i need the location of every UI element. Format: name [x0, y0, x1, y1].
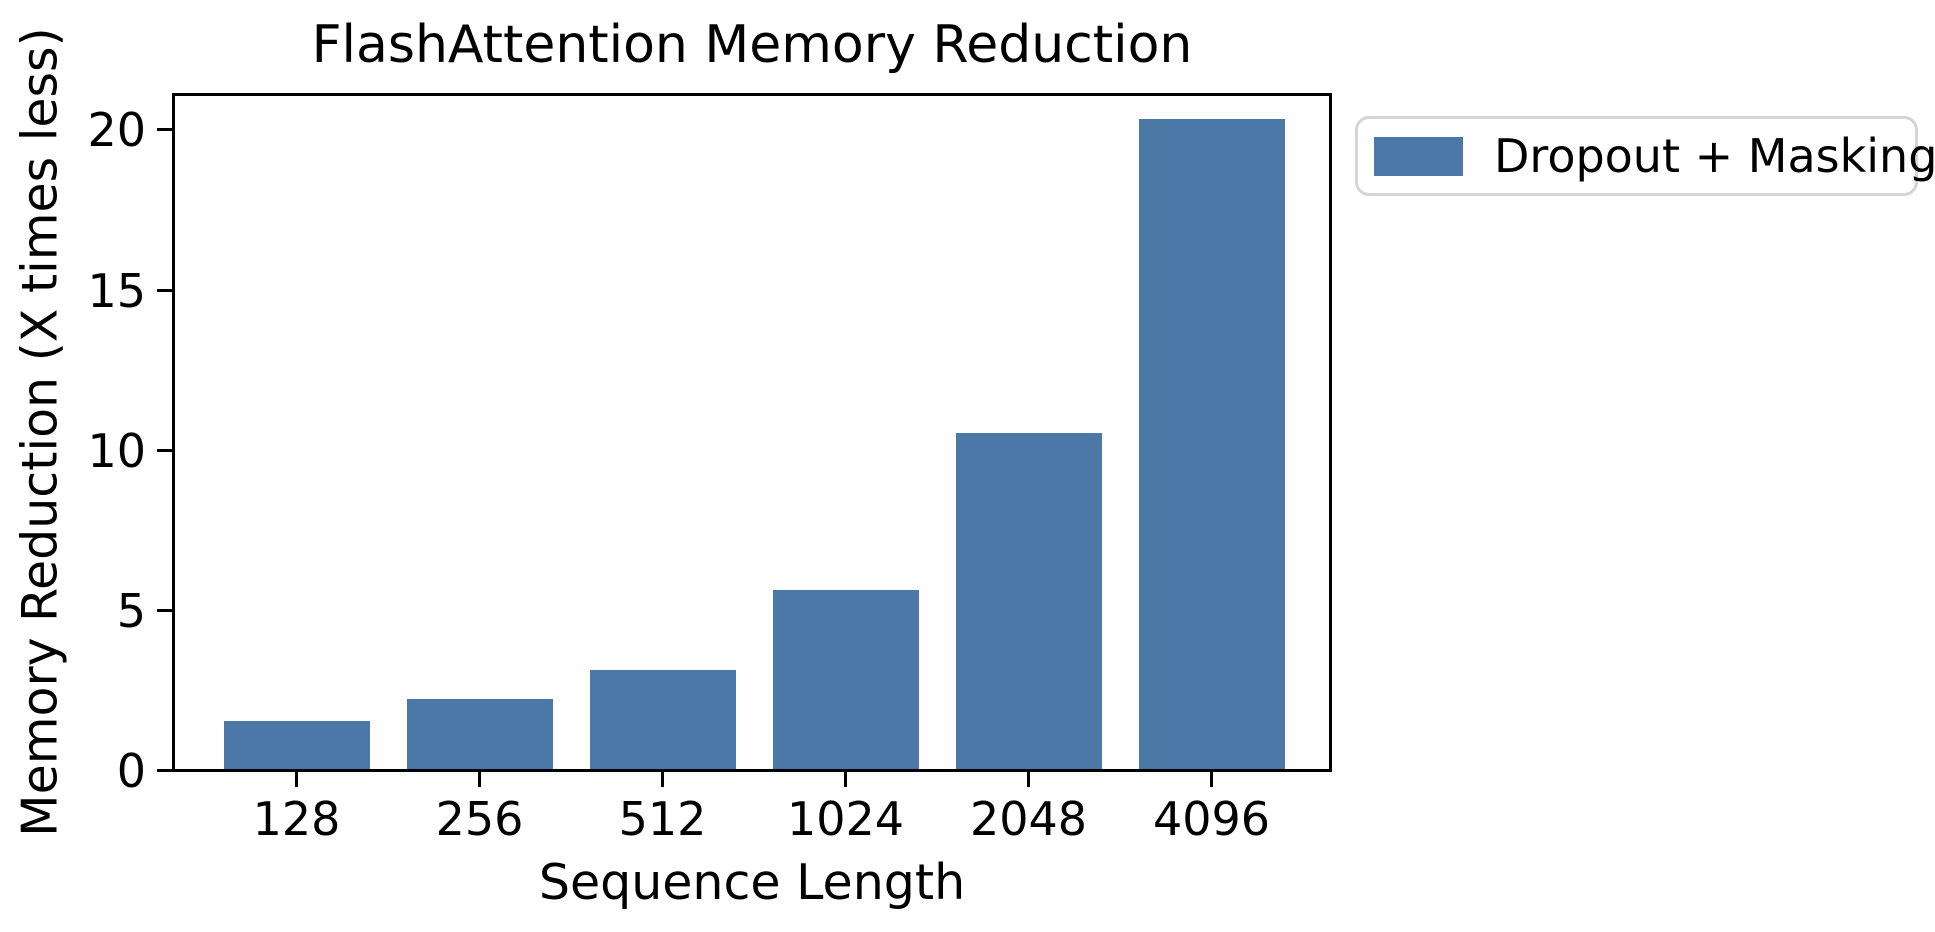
- bar-256: [407, 699, 553, 769]
- x-axis-label: Sequence Length: [538, 854, 966, 911]
- y-tick-10: [157, 449, 172, 452]
- legend-swatch: [1374, 136, 1463, 176]
- bar-4096: [1139, 119, 1285, 769]
- plot-area: [172, 93, 1332, 772]
- x-tick-label-128: 128: [252, 792, 341, 846]
- x-tick-128: [295, 772, 298, 787]
- x-tick-label-4096: 4096: [1152, 792, 1271, 846]
- legend: Dropout + Masking: [1355, 116, 1935, 196]
- bar-512: [590, 670, 736, 769]
- y-tick-20: [157, 128, 172, 131]
- legend-label: Dropout + Masking: [1494, 129, 1935, 183]
- y-tick-label-15: 15: [87, 264, 146, 318]
- x-tick-512: [661, 772, 664, 787]
- y-tick-5: [157, 609, 172, 612]
- x-tick-1024: [844, 772, 847, 787]
- y-tick-0: [157, 769, 172, 772]
- x-tick-4096: [1210, 772, 1213, 787]
- chart-title: FlashAttention Memory Reduction: [311, 15, 1193, 75]
- x-tick-256: [478, 772, 481, 787]
- y-tick-label-0: 0: [116, 744, 146, 798]
- x-tick-label-1024: 1024: [786, 792, 905, 846]
- y-tick-15: [157, 289, 172, 292]
- x-tick-label-256: 256: [435, 792, 524, 846]
- x-tick-2048: [1027, 772, 1030, 787]
- x-tick-label-512: 512: [618, 792, 707, 846]
- bar-1024: [773, 590, 919, 769]
- y-tick-label-10: 10: [87, 424, 146, 478]
- y-tick-label-5: 5: [116, 584, 146, 638]
- bar-2048: [956, 433, 1102, 769]
- y-tick-label-20: 20: [87, 103, 146, 157]
- bar-128: [224, 721, 370, 769]
- x-tick-label-2048: 2048: [969, 792, 1088, 846]
